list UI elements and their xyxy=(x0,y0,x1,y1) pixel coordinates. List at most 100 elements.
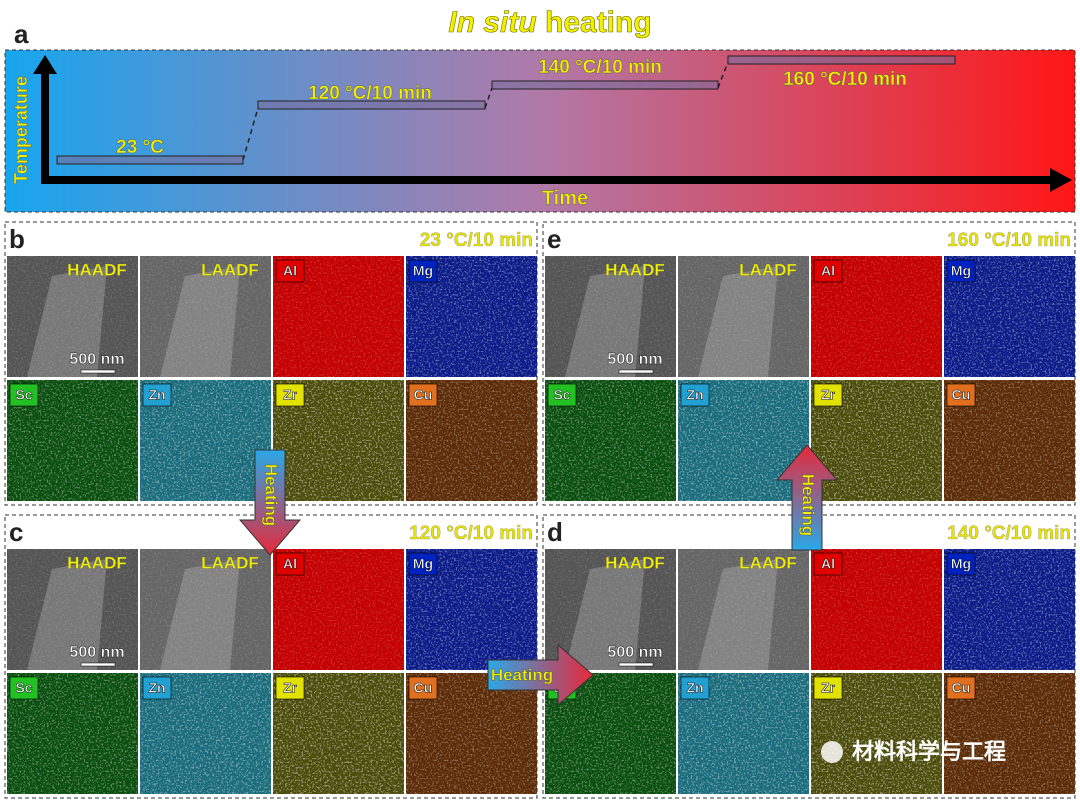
element-label: Mg xyxy=(951,263,971,279)
detector-label: LAADF xyxy=(201,260,259,279)
scale-bar-label: 500 nm xyxy=(607,351,662,368)
element-label: Mg xyxy=(413,263,433,279)
step-bar xyxy=(56,155,244,165)
element-tag xyxy=(408,383,438,407)
element-label: Cu xyxy=(414,680,433,696)
panel-heading: 120 °C/10 min xyxy=(409,523,533,544)
element-tag xyxy=(9,383,39,407)
detector-label: HAADF xyxy=(67,553,127,572)
detector-label: LAADF xyxy=(739,260,797,279)
element-tag xyxy=(142,383,172,407)
step-bar xyxy=(257,100,486,110)
scale-bar-label: 500 nm xyxy=(69,644,124,661)
watermark-icon xyxy=(821,741,843,763)
element-label: Zr xyxy=(283,387,298,403)
connector xyxy=(242,107,259,161)
arrow-label: Heating xyxy=(799,474,818,536)
element-label: Al xyxy=(821,263,835,279)
step-label: 120 °C/10 min xyxy=(308,83,432,104)
map-texture xyxy=(545,256,676,377)
element-label: Mg xyxy=(951,556,971,572)
panel-label: a xyxy=(14,19,29,49)
map-texture xyxy=(140,549,271,670)
element-tag xyxy=(547,383,577,407)
map-panels: b 23 °C/10 min HAADF 500 nm LAADF Al Mg Sc Zn Zr C… xyxy=(4,221,1076,799)
element-tag xyxy=(275,552,305,576)
axis-arrowhead xyxy=(33,55,57,74)
element-tag xyxy=(946,383,976,407)
element-tag xyxy=(142,676,172,700)
heating-arrow xyxy=(487,643,594,707)
element-tag xyxy=(408,552,438,576)
scale-bar xyxy=(618,662,654,667)
step-label: 140 °C/10 min xyxy=(538,57,662,78)
x-axis-label: Time xyxy=(542,187,588,209)
element-tag xyxy=(946,552,976,576)
element-label: Zn xyxy=(686,387,703,403)
heating-arrow xyxy=(775,444,839,551)
panel-label: d xyxy=(547,517,563,547)
axis-arrowhead xyxy=(1050,168,1072,192)
heating-arrow xyxy=(238,449,302,556)
temperature-steps: 23 °C 120 °C/10 min 140 °C/10 min 160 °C/10… xyxy=(56,55,956,165)
element-tag xyxy=(275,676,305,700)
element-label: Cu xyxy=(952,387,971,403)
step-label: 23 °C xyxy=(116,137,164,158)
element-label: Zr xyxy=(821,387,836,403)
scale-bar xyxy=(80,369,116,374)
element-label: Zn xyxy=(148,387,165,403)
element-tag xyxy=(408,676,438,700)
figure-title: In situ heating xyxy=(448,6,651,39)
element-label: Sc xyxy=(15,680,32,696)
detector-label: HAADF xyxy=(605,553,665,572)
map-texture xyxy=(7,256,138,377)
element-label: Cu xyxy=(414,387,433,403)
watermark: 材料科学与工程 xyxy=(852,739,1006,764)
scale-bar-label: 500 nm xyxy=(607,644,662,661)
map-texture xyxy=(545,549,676,670)
map-texture xyxy=(678,256,809,377)
detector-label: HAADF xyxy=(605,260,665,279)
element-tag xyxy=(946,676,976,700)
title-italic: In situ xyxy=(448,6,536,39)
map-texture xyxy=(7,549,138,670)
connector xyxy=(484,87,493,109)
detector-label: LAADF xyxy=(201,553,259,572)
element-tag xyxy=(813,552,843,576)
element-tag xyxy=(408,259,438,283)
scale-bar-label: 500 nm xyxy=(69,351,124,368)
element-tag xyxy=(946,259,976,283)
element-tag xyxy=(9,676,39,700)
step-bar xyxy=(727,55,956,65)
element-tag xyxy=(275,259,305,283)
element-label: Sc xyxy=(15,387,32,403)
panel-heading: 160 °C/10 min xyxy=(947,230,1071,251)
step-bar xyxy=(491,80,719,90)
panel-label: b xyxy=(9,224,25,254)
scale-bar xyxy=(80,662,116,667)
element-label: Mg xyxy=(413,556,433,572)
element-tag xyxy=(680,383,710,407)
element-label: Al xyxy=(283,263,297,279)
element-label: Cu xyxy=(952,680,971,696)
panel-heading: 23 °C/10 min xyxy=(420,230,533,251)
arrow-label: Heating xyxy=(262,464,281,526)
element-tag xyxy=(275,383,305,407)
element-label: Zr xyxy=(283,680,298,696)
map-texture xyxy=(678,549,809,670)
element-label: Zn xyxy=(686,680,703,696)
y-axis-label: Temperature xyxy=(11,76,31,184)
element-tag xyxy=(680,676,710,700)
map-texture xyxy=(140,256,271,377)
detector-label: LAADF xyxy=(739,553,797,572)
element-tag xyxy=(813,676,843,700)
panel-label: c xyxy=(9,517,23,547)
detector-label: HAADF xyxy=(67,260,127,279)
element-tag xyxy=(813,259,843,283)
element-label: Sc xyxy=(553,387,570,403)
panel-label: e xyxy=(547,224,561,254)
element-label: Zr xyxy=(821,680,836,696)
element-label: Al xyxy=(821,556,835,572)
panel-heading: 140 °C/10 min xyxy=(947,523,1071,544)
step-connectors xyxy=(242,61,729,161)
